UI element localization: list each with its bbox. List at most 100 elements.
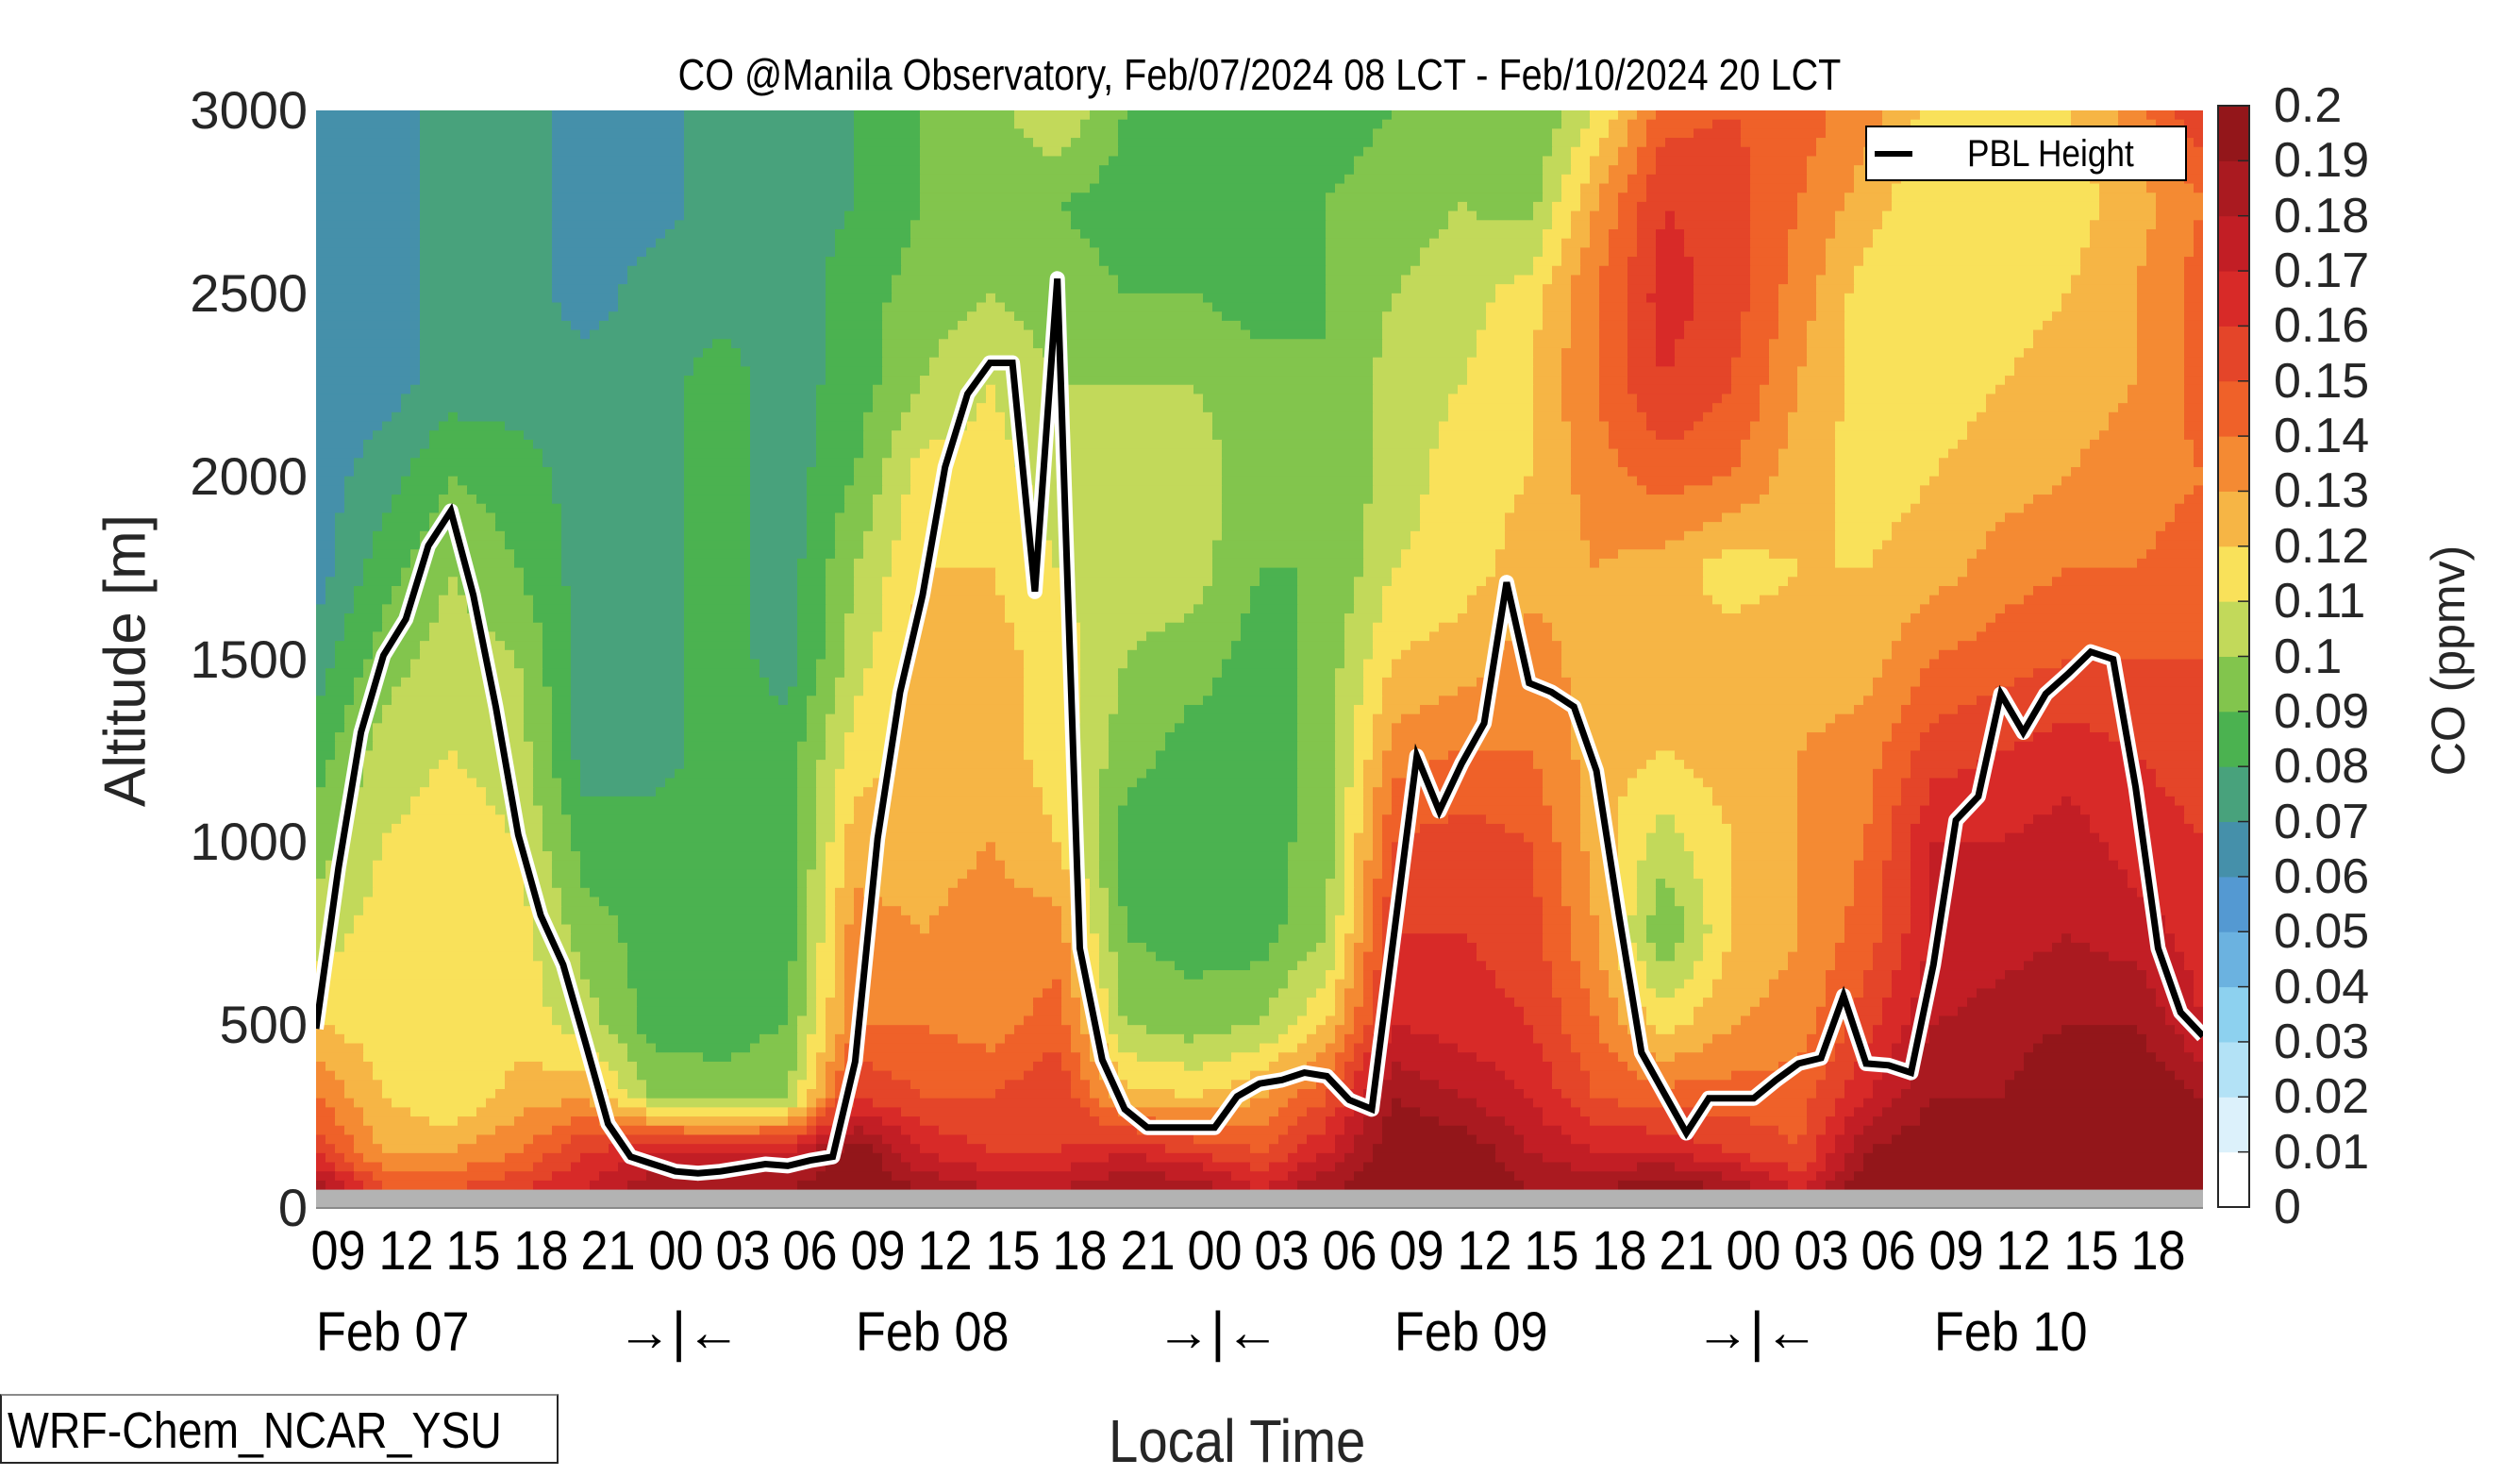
- contour-cell: [542, 659, 572, 669]
- contour-cell: [920, 1116, 1100, 1127]
- contour-cell: [1863, 842, 1893, 852]
- contour-cell: [420, 174, 553, 185]
- contour-cell: [637, 1061, 798, 1072]
- contour-cell: [1675, 1162, 1742, 1173]
- contour-cell: [1392, 942, 1477, 953]
- contour-cell: [316, 1070, 336, 1082]
- contour-cell: [1514, 1171, 1723, 1182]
- contour-cell: [1297, 577, 1355, 587]
- contour-cell: [316, 595, 326, 606]
- contour-cell: [1363, 686, 1383, 697]
- contour-cell: [1929, 906, 2157, 916]
- contour-cell: [316, 851, 336, 862]
- contour-cell: [1694, 1006, 1751, 1017]
- contour-cell: [1382, 1089, 1459, 1099]
- contour-cell: [1429, 485, 1525, 495]
- contour-cell: [1118, 1107, 1279, 1117]
- contour-cell: [976, 1162, 1072, 1173]
- contour-cell: [1297, 1180, 1345, 1191]
- contour-cell: [1401, 549, 1496, 560]
- contour-cell: [1807, 1180, 1827, 1191]
- contour-cell: [1533, 376, 1562, 386]
- contour-cell: [1750, 284, 1779, 294]
- contour-cell: [1637, 942, 1657, 953]
- contour-cell: [1892, 183, 2100, 194]
- contour-cell: [646, 1098, 798, 1109]
- contour-cell: [429, 439, 534, 450]
- contour-cell: [995, 394, 1204, 404]
- contour-cell: [1373, 842, 1383, 852]
- contour-cell: [1637, 951, 1657, 963]
- contour-cell: [1109, 942, 1147, 953]
- contour-cell: [741, 357, 826, 368]
- contour-cell: [1071, 741, 1110, 752]
- contour-cell: [797, 631, 826, 642]
- contour-cell: [1722, 805, 1798, 816]
- contour-cell: [684, 668, 760, 679]
- contour-cell: [920, 1089, 996, 1099]
- contour-cell: [1552, 805, 1581, 816]
- contour-cell: [1260, 577, 1298, 587]
- contour-cell: [1061, 1061, 1081, 1072]
- contour-cell: [1099, 165, 1355, 176]
- contour-cell: [1543, 1052, 1581, 1063]
- contour-cell: [316, 677, 326, 688]
- contour-cell: [1354, 879, 1364, 889]
- contour-cell: [1986, 403, 2119, 413]
- contour-cell: [1109, 1052, 1138, 1063]
- contour-cell: [1052, 832, 1081, 844]
- colorbar-swatch: [2218, 1097, 2249, 1153]
- contour-cell: [1571, 293, 1600, 304]
- contour-cell: [844, 1144, 874, 1154]
- contour-cell: [1061, 577, 1213, 587]
- contour-cell: [1052, 357, 1374, 368]
- contour-cell: [1684, 933, 1704, 944]
- contour-cell: [844, 961, 1072, 971]
- contour-cell: [2118, 403, 2185, 413]
- contour-cell: [863, 421, 902, 432]
- contour-cell: [1297, 832, 1336, 844]
- contour-cell: [1250, 1144, 1270, 1154]
- contour-cell: [1920, 1061, 2025, 1072]
- contour-cell: [316, 696, 355, 706]
- contour-cell: [750, 430, 817, 441]
- contour-cell: [2024, 961, 2138, 971]
- contour-cell: [1505, 823, 1553, 834]
- contour-cell: [2024, 503, 2176, 514]
- contour-cell: [2175, 156, 2203, 166]
- contour-cell: [1627, 366, 1732, 377]
- contour-cell: [1193, 1033, 1279, 1045]
- contour-cell: [590, 887, 798, 898]
- contour-cell: [552, 723, 572, 733]
- contour-cell: [750, 403, 817, 413]
- contour-cell: [542, 1061, 609, 1072]
- contour-cell: [2184, 284, 2203, 294]
- colorbar-swatch: [2218, 1151, 2249, 1208]
- contour-cell: [863, 411, 902, 423]
- contour-cell: [1807, 1098, 1836, 1109]
- contour-cell: [807, 1061, 817, 1072]
- contour-cell: [561, 577, 685, 587]
- contour-cell: [1420, 257, 1534, 267]
- contour-cell: [1193, 604, 1251, 614]
- contour-cell: [1646, 970, 1694, 981]
- contour-cell: [316, 238, 421, 249]
- contour-cell: [571, 832, 798, 844]
- contour-cell: [2043, 1033, 2147, 1045]
- contour-cell: [1797, 851, 1864, 862]
- contour-cell: [1354, 1052, 1364, 1063]
- contour-cell: [344, 613, 383, 624]
- contour-cell: [1618, 110, 1638, 121]
- contour-cell: [1646, 119, 1713, 130]
- contour-cell: [1712, 1033, 1808, 1045]
- contour-cell: [486, 622, 543, 633]
- contour-cell: [835, 796, 855, 807]
- contour-cell: [750, 1043, 798, 1054]
- contour-cell: [1712, 796, 1798, 807]
- contour-cell: [1458, 1089, 1525, 1099]
- contour-cell: [590, 1180, 628, 1191]
- contour-cell: [2061, 476, 2203, 487]
- contour-cell: [844, 1015, 1025, 1026]
- contour-cell: [1571, 466, 1628, 478]
- contour-cell: [1599, 366, 1628, 377]
